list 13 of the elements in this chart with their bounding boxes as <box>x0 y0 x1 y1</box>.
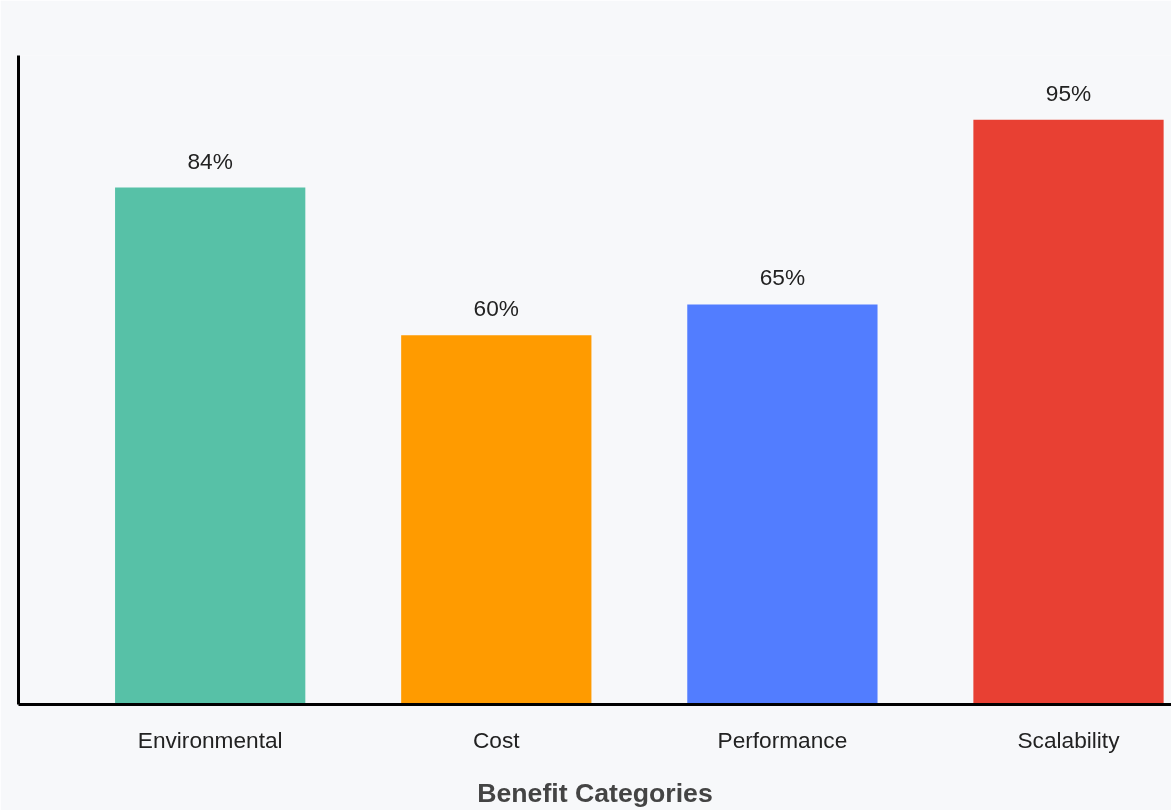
bar <box>401 335 592 705</box>
x-tick-label: Cost <box>473 726 521 753</box>
data-label: 84% <box>187 147 233 174</box>
bar <box>973 119 1164 705</box>
bar <box>687 304 878 705</box>
data-label: 65% <box>759 264 806 291</box>
data-label: 60% <box>473 295 519 322</box>
x-tick-label: Environmental <box>137 726 283 753</box>
x-tick-label: Scalability <box>1017 726 1121 753</box>
bar <box>115 187 306 705</box>
x-tick-label: Performance <box>717 726 848 753</box>
x-axis-title: Benefit Categories <box>477 777 713 808</box>
data-label: 95% <box>1045 79 1092 106</box>
